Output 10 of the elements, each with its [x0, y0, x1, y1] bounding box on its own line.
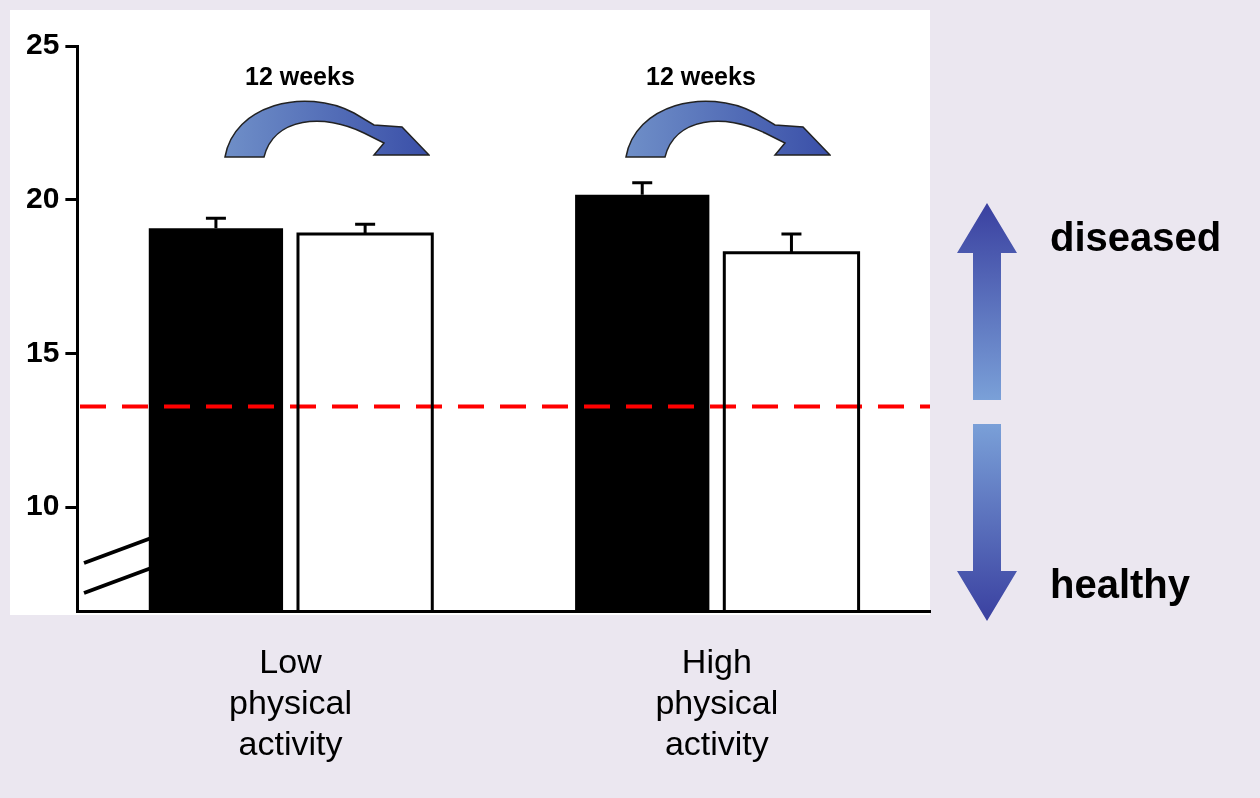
x-tick-label: Low physical activity — [229, 642, 352, 762]
annotation: 12 weeks — [245, 62, 355, 91]
text: healthy — [1050, 562, 1191, 607]
x-tick-label: High physical activity — [655, 642, 779, 762]
y-tick-label: 20 — [25, 180, 60, 214]
y-tick-label: 25 — [25, 27, 60, 61]
y-tick-label: 10 — [25, 488, 60, 522]
y-tick-label: 15 — [25, 334, 60, 368]
text: diseased — [1050, 215, 1222, 260]
annotation: 12 weeks — [646, 62, 756, 91]
